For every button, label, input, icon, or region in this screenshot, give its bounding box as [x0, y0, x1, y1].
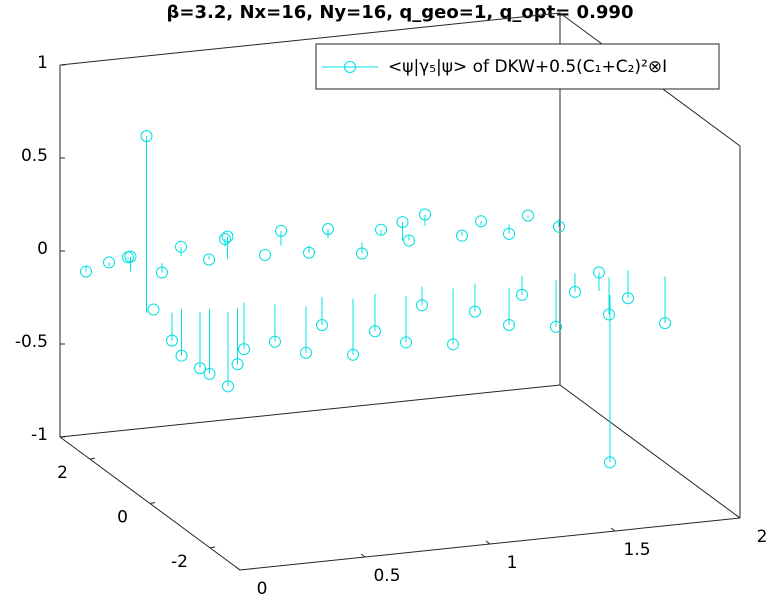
data-point: [622, 292, 634, 305]
z-tick-label: 0.5: [21, 146, 48, 166]
data-point: [269, 335, 281, 348]
data-point: [322, 223, 334, 235]
data-point: [300, 346, 312, 359]
axis-box: [59, 384, 561, 438]
data-point: [553, 220, 565, 233]
axis-box: [59, 12, 561, 66]
y-tick: [149, 502, 156, 504]
data-point: [603, 308, 615, 321]
data-point: [259, 248, 271, 261]
data-point: [231, 358, 244, 371]
y-tick: [209, 546, 216, 549]
data-point: [569, 285, 581, 298]
z-tick-label: -1: [31, 425, 48, 445]
y-tick-label: -2: [171, 552, 188, 572]
chart-title: β=3.2, Nx=16, Ny=16, q_geo=1, q_opt= 0.9…: [167, 2, 634, 23]
data-point: [447, 338, 459, 351]
data-point: [156, 266, 168, 279]
data-point: [222, 380, 234, 393]
data-point: [403, 234, 415, 247]
y-tick: [89, 457, 96, 460]
x-tick-label: 0: [257, 579, 268, 599]
data-point: [516, 288, 528, 301]
legend-box: [315, 43, 720, 90]
y-tick-label: 2: [57, 463, 68, 483]
data-point: [375, 223, 387, 236]
legend: <ψ|γ₅|ψ> of DKW+0.5(C₁+C₂)²⊗I: [315, 43, 720, 90]
data-point: [175, 240, 187, 253]
data-point: [522, 209, 534, 222]
data-point: [396, 216, 409, 229]
data-point: [475, 215, 487, 228]
data-point: [400, 336, 412, 349]
data-point: [203, 253, 215, 266]
z-tick-label: 1: [37, 53, 48, 73]
data-point: [238, 343, 250, 356]
x-tick-label: 1: [507, 553, 518, 573]
data-point: [347, 348, 359, 361]
data-point: [503, 318, 515, 331]
data-point: [456, 229, 468, 242]
data-point: [419, 208, 431, 221]
y-tick-label: 0: [117, 508, 128, 528]
data-point: [124, 250, 137, 263]
data-point: [219, 233, 231, 246]
data-point: [275, 224, 287, 237]
x-tick-label: 1.5: [623, 540, 650, 560]
data-point: [604, 456, 616, 469]
data-point: [80, 265, 92, 278]
data-point: [550, 320, 562, 333]
x-tick: [360, 553, 366, 558]
axis-box: [559, 384, 741, 519]
x-tick-label: 2: [757, 527, 768, 547]
data-point: [469, 305, 481, 318]
z-tick-label: 0: [37, 239, 48, 259]
data-point: [221, 230, 234, 243]
x-tick-label: 0.5: [373, 566, 400, 586]
data-point: [659, 317, 671, 330]
data-point: [166, 334, 178, 347]
z-tick-label: -0.5: [15, 332, 48, 352]
data-point: [194, 362, 206, 375]
data-point: [175, 349, 188, 362]
data-point: [356, 247, 368, 260]
data-point: [369, 325, 381, 338]
data-point: [203, 367, 216, 380]
data-point: [103, 256, 115, 269]
x-tick: [610, 527, 616, 532]
data-point: [416, 299, 428, 312]
data-point: [593, 266, 605, 279]
data-point: [316, 318, 328, 331]
legend-label: <ψ|γ₅|ψ> of DKW+0.5(C₁+C₂)²⊗I: [388, 57, 667, 77]
x-tick: [235, 566, 241, 571]
legend-marker: [344, 61, 356, 73]
data-point: [147, 303, 160, 316]
x-tick: [735, 514, 741, 519]
data-point: [303, 246, 315, 259]
data-point: [140, 130, 153, 143]
data-point: [503, 227, 515, 240]
x-tick: [485, 540, 491, 545]
